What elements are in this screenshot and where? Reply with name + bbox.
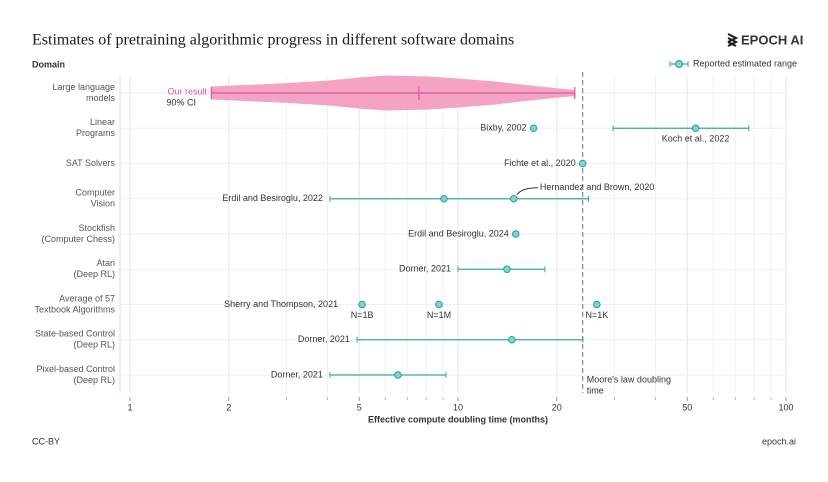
estimate-label: Koch et al., 2022 <box>662 134 730 144</box>
data-point <box>578 159 587 168</box>
y-tick-label: (Deep RL) <box>73 269 115 279</box>
y-tick-label: Vision <box>91 199 115 209</box>
data-point <box>440 194 448 203</box>
data-point <box>435 300 443 309</box>
data-point <box>511 230 520 238</box>
point-label: N=1B <box>351 310 374 320</box>
data-point <box>691 124 700 133</box>
x-tick-label: 5 <box>357 402 362 412</box>
footer-left: CC-BY <box>32 436 60 446</box>
estimate-label: Sherry and Thompson, 2021 <box>224 299 338 309</box>
data-point <box>529 124 538 133</box>
reference-label: Moore's law doubling <box>587 374 671 384</box>
y-tick-label: (Deep RL) <box>73 375 115 385</box>
data-point <box>510 194 518 203</box>
y-tick-label: Pixel-based Control <box>36 364 115 374</box>
violin-label: Our result <box>167 86 207 96</box>
y-tick-label: Textbook Algorithms <box>34 304 115 314</box>
x-axis-label: Effective compute doubling time (months) <box>368 414 548 424</box>
x-tick-label: 100 <box>778 402 793 412</box>
point-label: N=1K <box>585 310 608 320</box>
reference-label: time <box>587 385 604 395</box>
estimate-label: Erdil and Besiroglu, 2022 <box>222 193 323 203</box>
point-label: N=1M <box>427 310 451 320</box>
x-tick-label: 10 <box>453 402 463 412</box>
estimate-label: Dorner, 2021 <box>271 369 323 379</box>
ci-label: 90% CI <box>166 97 196 107</box>
y-tick-label: Large language <box>52 82 115 92</box>
estimate-label: Hernandez and Brown, 2020 <box>540 182 655 192</box>
data-point <box>394 371 402 379</box>
y-tick-label: State-based Control <box>35 329 115 339</box>
y-tick-label: Average of 57 <box>59 293 115 303</box>
y-tick-label: Atari <box>96 258 115 268</box>
data-point <box>503 265 511 274</box>
estimate-label: Erdil and Besiroglu, 2024 <box>408 228 509 238</box>
y-tick-label: (Computer Chess) <box>41 234 115 244</box>
y-tick-label: (Deep RL) <box>73 340 115 350</box>
annotation-arrow <box>516 187 538 196</box>
legend-dot <box>675 60 683 68</box>
legend: Reported estimated range <box>669 58 797 68</box>
estimate-label: Dorner, 2021 <box>298 334 350 344</box>
data-point <box>508 335 516 344</box>
x-tick-label: 50 <box>682 402 692 412</box>
logo-icon <box>727 33 739 47</box>
brand: EPOCH AI <box>741 32 803 47</box>
x-tick-label: 1 <box>127 402 132 412</box>
y-tick-label: Programs <box>76 128 116 138</box>
y-tick-label: SAT Solvers <box>66 158 116 168</box>
estimate-label: Dorner, 2021 <box>399 264 451 274</box>
x-tick-label: 20 <box>552 402 562 412</box>
footer-right: epoch.ai <box>762 436 796 446</box>
y-tick-label: models <box>86 93 116 103</box>
legend-label: Reported estimated range <box>693 58 797 68</box>
estimate-label: Fichte et al., 2020 <box>504 158 576 168</box>
y-tick-label: Linear <box>90 117 115 127</box>
y-axis-label: Domain <box>32 59 65 69</box>
chart-title: Estimates of pretraining algorithmic pro… <box>32 32 514 49</box>
data-point <box>593 300 601 309</box>
x-tick-label: 2 <box>226 402 231 412</box>
brand-logo: EPOCH AI <box>727 32 803 47</box>
estimate-label: Bixby, 2002 <box>480 123 526 133</box>
y-tick-label: Computer <box>75 188 115 198</box>
y-tick-label: Stockfish <box>78 223 115 233</box>
data-point <box>358 300 366 309</box>
